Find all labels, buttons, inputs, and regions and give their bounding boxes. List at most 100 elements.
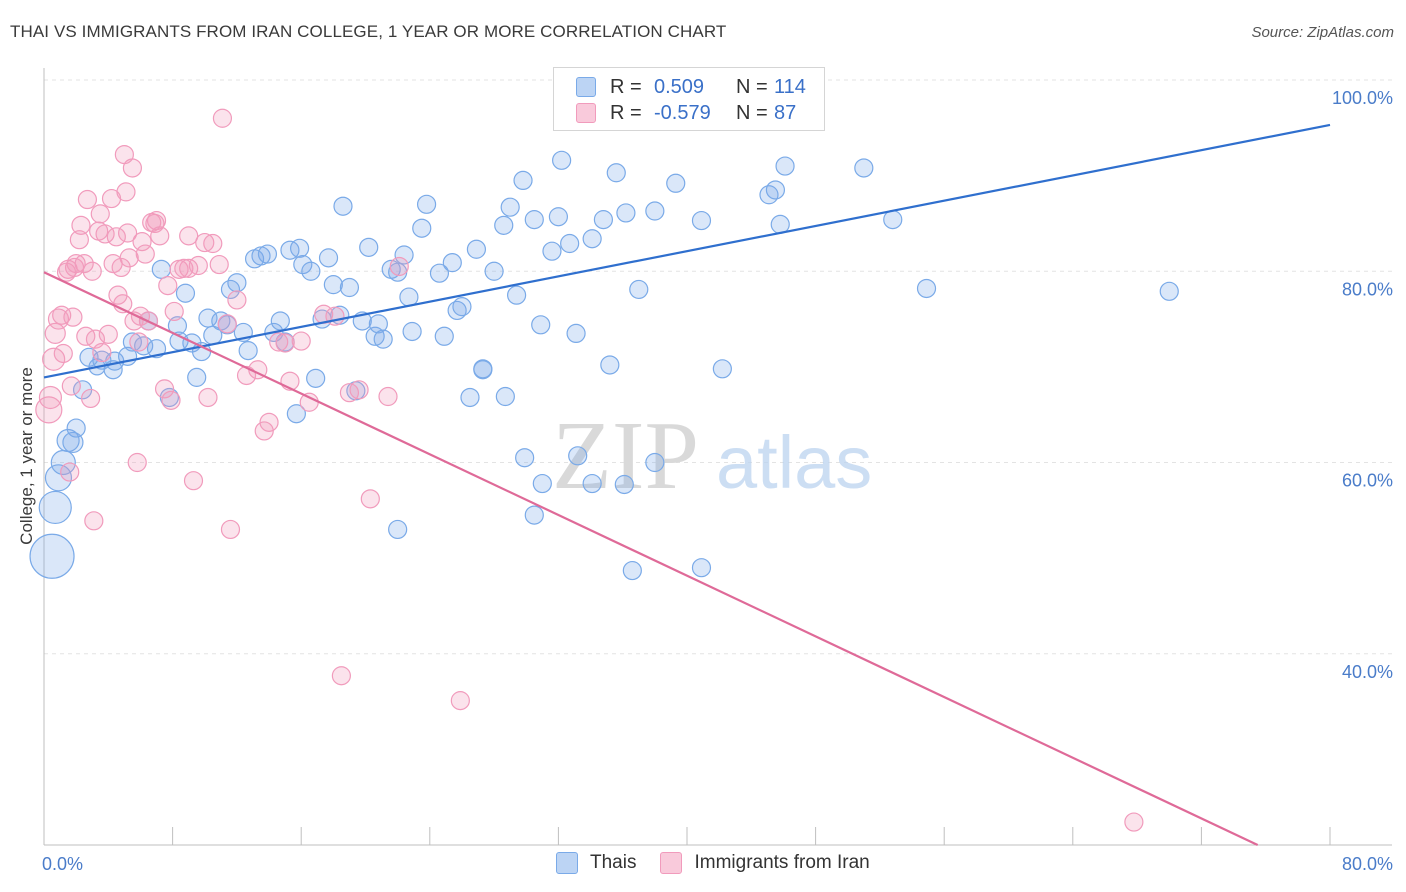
x-tick-label-min: 0.0% xyxy=(42,854,83,874)
point-iran xyxy=(198,387,218,408)
series-0 xyxy=(29,70,1179,581)
point-thais xyxy=(566,323,586,344)
point-thais xyxy=(473,360,493,380)
legend-r-value-iran: -0.579 xyxy=(654,101,711,124)
point-iran xyxy=(106,227,126,247)
point-iran xyxy=(84,511,104,531)
axes xyxy=(43,68,1392,846)
point-iran xyxy=(275,333,295,353)
point-iran xyxy=(135,244,155,264)
axis-labels: College, 1 year or more 100.0% 80.0% 60.0%… xyxy=(17,88,1393,874)
point-thais xyxy=(466,239,487,259)
point-thais xyxy=(333,196,353,216)
point-iran xyxy=(119,248,139,268)
point-thais xyxy=(257,244,278,264)
point-thais xyxy=(542,241,562,261)
point-thais xyxy=(442,253,462,273)
bottom-legend-label-iran: Immigrants from Iran xyxy=(694,852,870,873)
point-iran xyxy=(212,108,233,128)
point-iran xyxy=(259,412,279,432)
point-iran xyxy=(188,255,208,276)
point-iran xyxy=(35,396,63,424)
point-iran xyxy=(74,254,94,274)
point-thais xyxy=(494,215,514,235)
point-iran xyxy=(179,226,199,246)
point-thais xyxy=(691,210,712,231)
point-iran xyxy=(154,379,175,399)
point-thais xyxy=(270,311,290,331)
point-thais xyxy=(560,233,580,254)
point-iran xyxy=(174,258,194,278)
y-tick-label: 100.0% xyxy=(1332,88,1393,108)
point-iran xyxy=(60,462,80,482)
point-iran xyxy=(203,233,223,254)
point-thais xyxy=(645,452,665,473)
point-thais xyxy=(645,201,665,221)
point-thais xyxy=(616,203,636,223)
point-iran xyxy=(146,210,167,231)
point-iran xyxy=(98,324,118,344)
point-thais xyxy=(44,464,73,492)
legend-row-thais: R = 0.509 N = 114 xyxy=(576,74,806,100)
point-iran xyxy=(111,257,131,278)
point-thais xyxy=(883,210,903,230)
y-tick-label: 60.0% xyxy=(1342,471,1393,491)
point-thais xyxy=(666,173,686,193)
point-thais xyxy=(175,283,196,303)
point-iran xyxy=(132,232,152,252)
point-iran xyxy=(183,471,204,491)
point-iran xyxy=(1124,812,1144,832)
point-thais xyxy=(301,261,321,281)
point-thais xyxy=(582,473,602,494)
point-iran xyxy=(269,332,289,352)
point-thais xyxy=(238,341,258,361)
point-thais xyxy=(531,315,551,335)
point-thais xyxy=(582,229,602,249)
point-thais xyxy=(151,259,171,279)
point-thais xyxy=(359,237,379,257)
bottom-legend-thais: Thais xyxy=(556,852,636,874)
point-thais xyxy=(507,285,527,305)
point-thais xyxy=(515,448,535,468)
bottom-legend-swatch-thais xyxy=(556,852,578,874)
point-iran xyxy=(61,376,81,396)
point-thais xyxy=(289,238,310,258)
point-iran xyxy=(95,224,115,244)
point-iran xyxy=(130,306,151,326)
point-iran xyxy=(81,388,101,409)
point-thais xyxy=(593,210,614,230)
point-thais xyxy=(394,245,414,265)
point-thais xyxy=(600,355,620,375)
x-tick-label-max: 80.0% xyxy=(1342,854,1393,874)
point-thais xyxy=(339,277,360,298)
point-iran xyxy=(349,380,369,400)
point-iran xyxy=(161,390,181,410)
point-iran xyxy=(331,666,351,686)
point-thais xyxy=(500,197,520,217)
point-iran xyxy=(63,307,83,327)
legend-r-label: R = xyxy=(610,75,642,98)
chart-title: THAI VS IMMIGRANTS FROM IRAN COLLEGE, 1 … xyxy=(10,22,727,41)
point-thais xyxy=(66,418,86,438)
point-iran xyxy=(129,332,149,352)
bottom-legend-label-thais: Thais xyxy=(590,852,637,873)
point-thais xyxy=(532,473,552,494)
point-thais xyxy=(227,273,247,293)
point-iran xyxy=(164,301,184,322)
legend-row-iran: R = -0.579 N = 87 xyxy=(576,100,796,126)
bottom-legend-iran: Immigrants from Iran xyxy=(660,852,870,874)
point-thais xyxy=(318,248,339,268)
point-thais xyxy=(452,297,472,317)
point-thais xyxy=(854,158,874,178)
bottom-legend: Thais Immigrants from Iran xyxy=(556,852,894,874)
y-axis-label: College, 1 year or more xyxy=(17,367,36,545)
point-iran xyxy=(66,254,86,274)
point-iran xyxy=(158,275,178,296)
point-iran xyxy=(42,347,66,371)
point-thais xyxy=(629,279,649,300)
point-thais xyxy=(402,321,422,342)
point-thais xyxy=(568,446,588,466)
point-thais xyxy=(552,150,572,170)
point-iran xyxy=(291,331,311,351)
